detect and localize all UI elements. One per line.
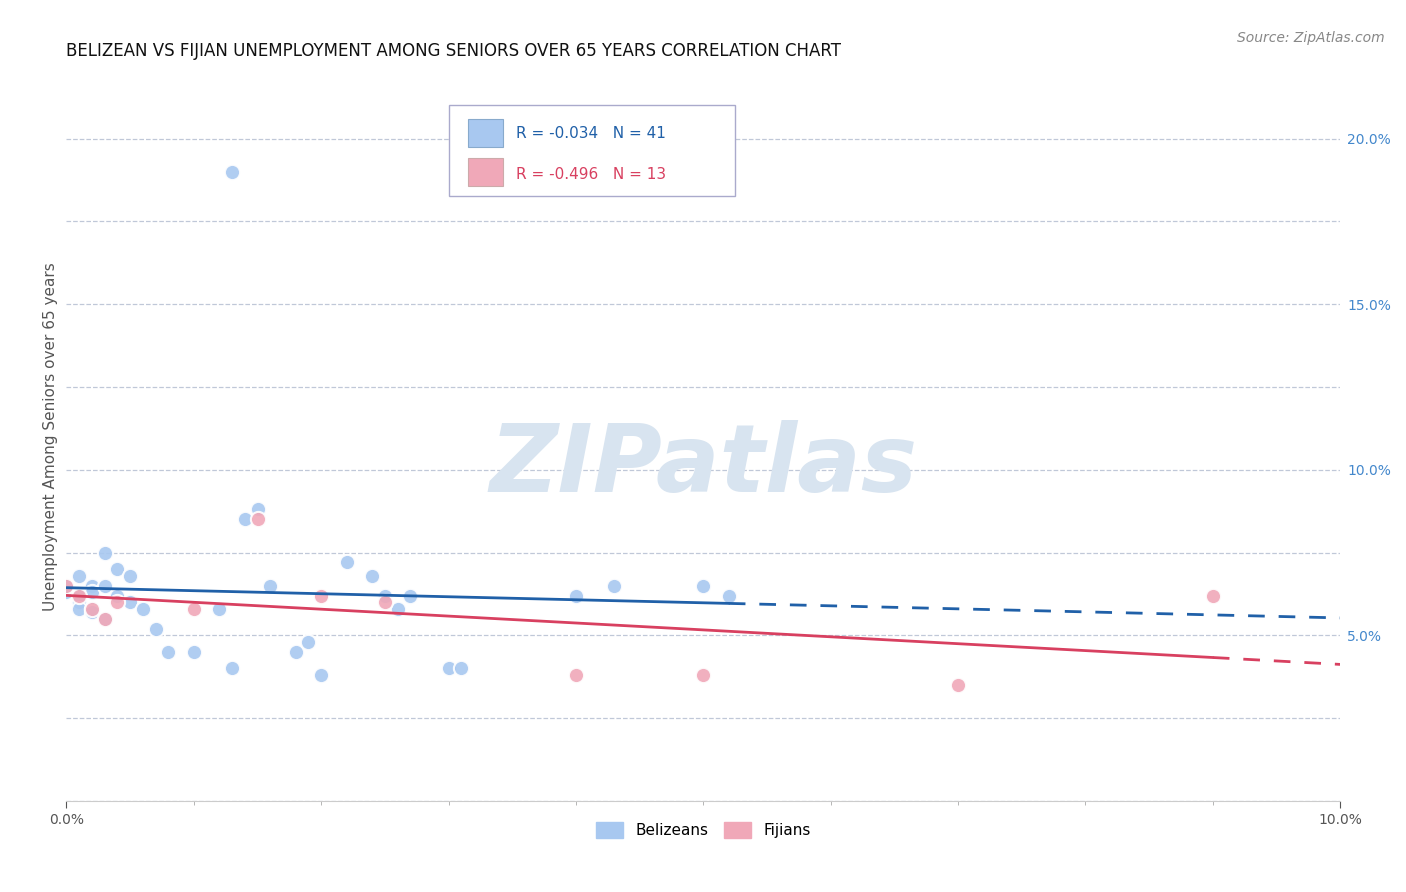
Point [183, 602, 205, 616]
Point [374, 589, 396, 603]
Legend: Belizeans, Fijians: Belizeans, Fijians [589, 816, 817, 844]
Text: R = -0.034   N = 41: R = -0.034 N = 41 [516, 127, 666, 142]
Point [55, 585, 77, 599]
Point [692, 579, 714, 593]
Point [132, 602, 155, 616]
Point [120, 568, 142, 582]
Point [93, 579, 115, 593]
Point [93, 612, 115, 626]
Point [450, 661, 472, 675]
Point [208, 602, 231, 616]
Point [80, 605, 103, 619]
FancyBboxPatch shape [468, 158, 503, 186]
Text: Source: ZipAtlas.com: Source: ZipAtlas.com [1237, 31, 1385, 45]
Point [67, 602, 90, 616]
Point [107, 562, 129, 576]
Text: BELIZEAN VS FIJIAN UNEMPLOYMENT AMONG SENIORS OVER 65 YEARS CORRELATION CHART: BELIZEAN VS FIJIAN UNEMPLOYMENT AMONG SE… [66, 42, 841, 60]
Point [374, 595, 396, 609]
Point [80, 579, 103, 593]
Point [1202, 589, 1225, 603]
Text: ZIPatlas: ZIPatlas [489, 420, 917, 512]
Point [221, 165, 243, 179]
Point [246, 512, 269, 526]
Point [233, 512, 256, 526]
Point [67, 595, 90, 609]
Point [157, 645, 180, 659]
Y-axis label: Unemployment Among Seniors over 65 years: Unemployment Among Seniors over 65 years [44, 262, 58, 611]
Point [120, 595, 142, 609]
Point [946, 678, 969, 692]
Point [80, 602, 103, 616]
FancyBboxPatch shape [449, 105, 735, 196]
Text: R = -0.496   N = 13: R = -0.496 N = 13 [516, 167, 666, 182]
Point [93, 545, 115, 559]
Point [603, 579, 626, 593]
Point [259, 579, 281, 593]
Point [107, 595, 129, 609]
Point [93, 612, 115, 626]
Point [246, 502, 269, 516]
Point [336, 556, 359, 570]
Point [67, 589, 90, 603]
Point [297, 635, 319, 649]
Point [55, 579, 77, 593]
Point [284, 645, 307, 659]
Point [221, 661, 243, 675]
Point [145, 622, 167, 636]
Point [80, 585, 103, 599]
Point [361, 568, 384, 582]
Point [80, 602, 103, 616]
Point [565, 589, 588, 603]
Point [309, 668, 332, 682]
Point [107, 589, 129, 603]
Point [67, 568, 90, 582]
Point [717, 589, 740, 603]
Point [67, 589, 90, 603]
Point [437, 661, 460, 675]
Point [692, 668, 714, 682]
Point [309, 589, 332, 603]
Point [565, 668, 588, 682]
Point [55, 579, 77, 593]
Point [387, 602, 409, 616]
Point [183, 645, 205, 659]
FancyBboxPatch shape [468, 119, 503, 146]
Point [399, 589, 422, 603]
